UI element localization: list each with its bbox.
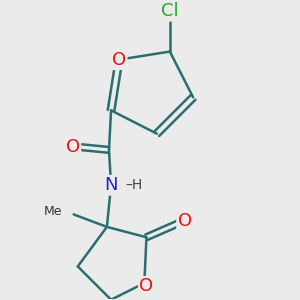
Text: O: O [66, 138, 80, 156]
Text: N: N [104, 176, 118, 194]
Text: –H: –H [125, 178, 142, 192]
Text: O: O [178, 212, 192, 230]
Text: O: O [140, 278, 154, 296]
Text: O: O [112, 51, 126, 69]
Text: Me: Me [44, 205, 62, 218]
Text: Cl: Cl [161, 2, 179, 20]
